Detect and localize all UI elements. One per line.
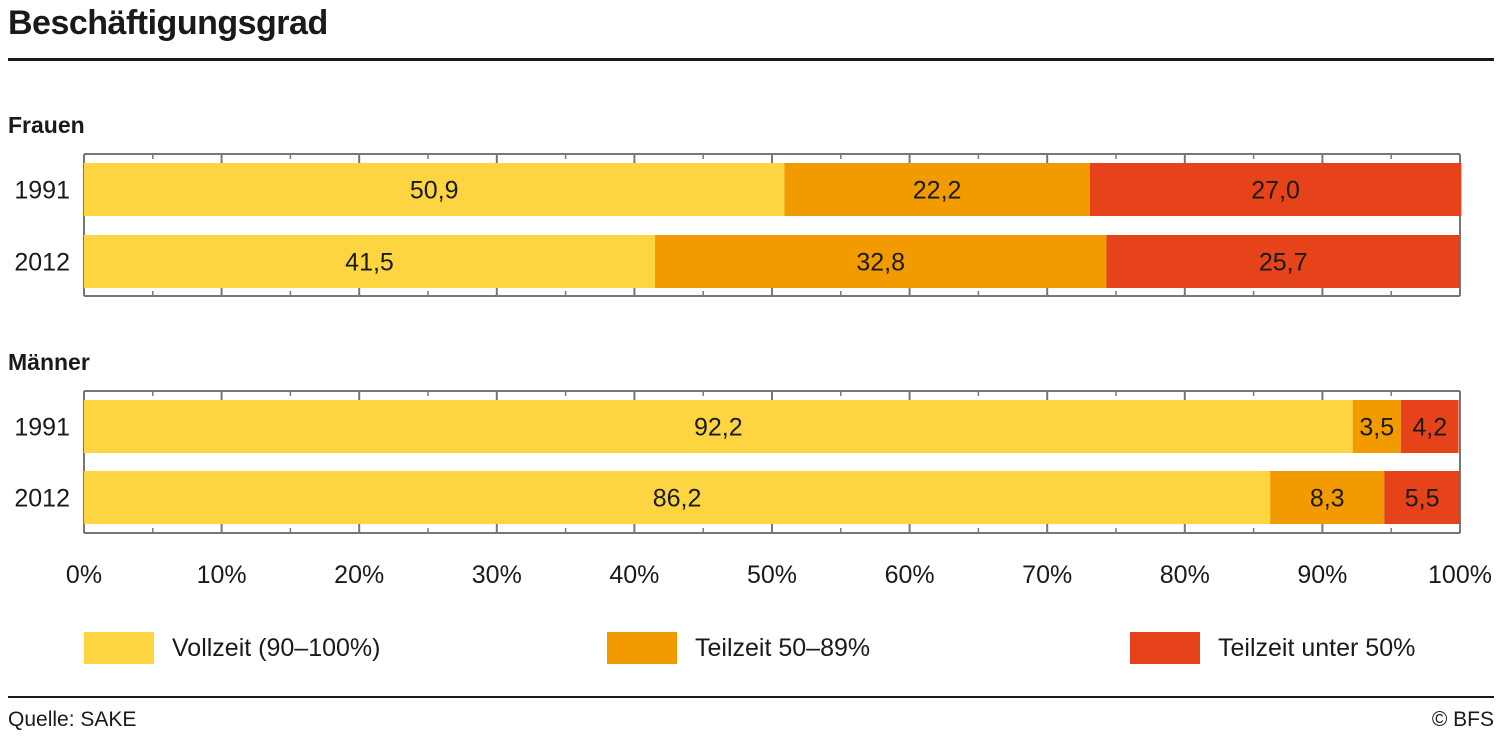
bar-segment-frauen-1991-s0 [84, 163, 785, 216]
bar-segment-maenner-2012-s0 [84, 471, 1271, 524]
x-tick-label: 60% [885, 561, 935, 589]
data-label-maenner-2012-s2: 5,5 [1405, 485, 1440, 513]
x-tick-label: 70% [1022, 561, 1072, 589]
title-rule [8, 58, 1494, 61]
x-tick-label: 80% [1160, 561, 1210, 589]
data-label-maenner-2012-s0: 86,2 [653, 485, 702, 513]
bar-segment-frauen-2012-s2 [1106, 235, 1460, 288]
bar-segment-maenner-2012-s1 [1270, 471, 1385, 524]
data-label-maenner-1991-s0: 92,2 [694, 414, 743, 442]
category-label-maenner-2012: 2012 [14, 485, 70, 513]
legend-swatch-teilzeit-unter-50 [1130, 632, 1200, 664]
bar-segment-frauen-2012-s0 [84, 235, 656, 288]
category-label-frauen-1991: 1991 [14, 177, 70, 205]
stacked-bar-chart: Frauen 1991 50,9 22,2 27,0 2012 41,5 32,8 25,7 Mä… [8, 112, 1492, 589]
legend-label-teilzeit-50-89: Teilzeit 50–89% [695, 633, 871, 662]
bar-segment-frauen-2012-s1 [655, 235, 1107, 288]
legend-swatch-teilzeit-50-89 [607, 632, 677, 664]
data-label-maenner-2012-s1: 8,3 [1310, 485, 1345, 513]
legend-swatch-vollzeit [84, 632, 154, 664]
x-tick-label: 40% [609, 561, 659, 589]
chart-title: Beschäftigungsgrad [8, 4, 328, 42]
source-note: Quelle: SAKE [8, 708, 137, 731]
data-label-frauen-1991-s2: 27,0 [1251, 177, 1300, 205]
copyright-note: © BFS [1431, 708, 1494, 731]
legend-label-teilzeit-unter-50: Teilzeit unter 50% [1218, 633, 1416, 662]
x-tick-label: 90% [1297, 561, 1347, 589]
legend-item-teilzeit-50-89: Teilzeit 50–89% [607, 632, 870, 664]
bar-segment-maenner-2012-s2 [1384, 471, 1460, 524]
x-tick-label: 0% [66, 561, 102, 589]
bar-segment-maenner-1991-s2 [1400, 400, 1459, 453]
category-label-maenner-1991: 1991 [14, 414, 70, 442]
footer-rule [8, 696, 1494, 698]
category-label-frauen-2012: 2012 [14, 249, 70, 277]
data-label-frauen-2012-s2: 25,7 [1259, 249, 1308, 277]
data-label-frauen-2012-s0: 41,5 [345, 249, 394, 277]
legend-label-vollzeit: Vollzeit (90–100%) [172, 633, 381, 662]
bar-segment-frauen-1991-s2 [1089, 163, 1462, 216]
group-label-maenner: Männer [8, 349, 90, 375]
x-tick-label: 50% [747, 561, 797, 589]
data-label-frauen-2012-s1: 32,8 [856, 249, 905, 277]
group-label-frauen: Frauen [8, 112, 85, 138]
bar-segment-maenner-1991-s1 [1352, 400, 1401, 453]
bar-segment-maenner-1991-s0 [84, 400, 1353, 453]
x-tick-label: 100% [1428, 561, 1492, 589]
bar-segment-frauen-1991-s1 [784, 163, 1090, 216]
x-tick-label: 30% [472, 561, 522, 589]
x-tick-label: 10% [197, 561, 247, 589]
legend-item-teilzeit-unter-50: Teilzeit unter 50% [1130, 632, 1415, 664]
data-label-maenner-1991-s2: 4,2 [1412, 414, 1447, 442]
data-label-frauen-1991-s0: 50,9 [410, 177, 459, 205]
x-tick-label: 20% [334, 561, 384, 589]
legend-item-vollzeit: Vollzeit (90–100%) [84, 632, 380, 664]
data-label-frauen-1991-s1: 22,2 [913, 177, 962, 205]
data-label-maenner-1991-s1: 3,5 [1359, 414, 1394, 442]
